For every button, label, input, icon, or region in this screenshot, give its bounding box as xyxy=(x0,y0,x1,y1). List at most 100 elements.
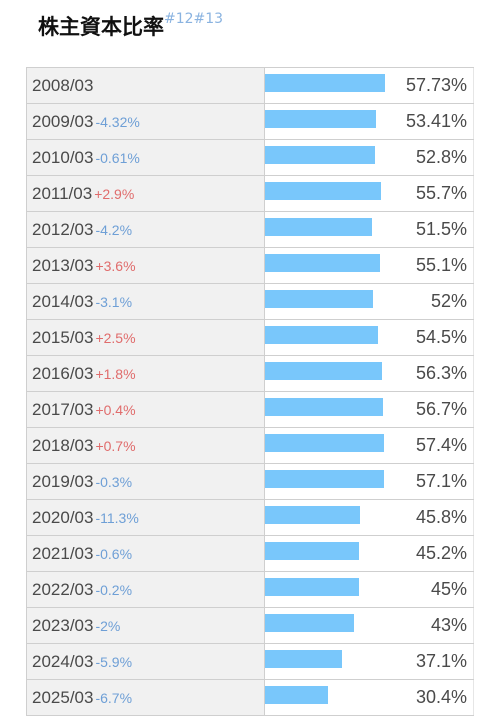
table-row: 2015/03 +2.5% 54.5% xyxy=(27,320,474,356)
ratio-bar xyxy=(265,290,373,308)
fiscal-year: 2012/03 xyxy=(32,219,94,239)
ratio-value: 55.7% xyxy=(415,183,467,203)
ratio-value: 30.4% xyxy=(415,687,467,707)
fiscal-year: 2010/03 xyxy=(32,147,94,167)
year-cell: 2025/03 -6.7% xyxy=(27,680,265,715)
table-row: 2014/03 -3.1% 52% xyxy=(27,284,474,320)
year-cell: 2015/03 +2.5% xyxy=(27,320,265,355)
value-cell: 45.2% xyxy=(265,536,474,571)
fiscal-year: 2018/03 xyxy=(32,435,94,455)
fiscal-year: 2016/03 xyxy=(32,363,94,383)
table-row: 2017/03 +0.4% 56.7% xyxy=(27,392,474,428)
ratio-value: 37.1% xyxy=(415,651,467,671)
ratio-bar xyxy=(265,434,384,452)
value-cell: 57.4% xyxy=(265,428,474,463)
yoy-change: -4.2% xyxy=(95,221,133,238)
table-row: 2018/03 +0.7% 57.4% xyxy=(27,428,474,464)
year-cell: 2012/03 -4.2% xyxy=(27,212,265,247)
fiscal-year: 2025/03 xyxy=(32,687,94,707)
value-cell: 56.3% xyxy=(265,356,474,391)
ratio-bar xyxy=(265,686,328,704)
ratio-bar xyxy=(265,362,382,380)
table-row: 2016/03 +1.8% 56.3% xyxy=(27,356,474,392)
table-row: 2011/03 +2.9% 55.7% xyxy=(27,176,474,212)
ratio-value: 52% xyxy=(430,291,467,311)
ratio-value: 55.1% xyxy=(415,255,467,275)
yoy-change: +3.6% xyxy=(95,257,136,274)
header: 株主資本比率 #12 #13 xyxy=(38,8,223,48)
fiscal-year: 2009/03 xyxy=(32,111,94,131)
yoy-change: +1.8% xyxy=(95,365,136,382)
ratio-value: 43% xyxy=(430,615,467,635)
fiscal-year: 2023/03 xyxy=(32,615,94,635)
fiscal-year: 2015/03 xyxy=(32,327,94,347)
yoy-change: -3.1% xyxy=(95,293,133,310)
ratio-bar xyxy=(265,578,359,596)
table-row: 2019/03 -0.3% 57.1% xyxy=(27,464,474,500)
ratio-value: 56.7% xyxy=(415,399,467,419)
page-title: 株主資本比率 xyxy=(38,15,164,39)
ratio-value: 45% xyxy=(430,579,467,599)
value-cell: 52.8% xyxy=(265,140,474,175)
fiscal-year: 2017/03 xyxy=(32,399,94,419)
year-cell: 2018/03 +0.7% xyxy=(27,428,265,463)
yoy-change: -5.9% xyxy=(95,653,133,670)
fiscal-year: 2022/03 xyxy=(32,579,94,599)
fiscal-year: 2011/03 xyxy=(32,183,93,203)
table-row: 2020/03 -11.3% 45.8% xyxy=(27,500,474,536)
ratio-value: 56.3% xyxy=(415,363,467,383)
fiscal-year: 2021/03 xyxy=(32,543,94,563)
footnote-link-13[interactable]: #13 xyxy=(193,11,224,27)
year-cell: 2011/03 +2.9% xyxy=(27,176,265,211)
value-cell: 55.1% xyxy=(265,248,474,283)
ratio-bar xyxy=(265,326,378,344)
ratio-bar xyxy=(265,650,342,668)
footnote-link-12[interactable]: #12 xyxy=(164,11,194,27)
ratio-bar xyxy=(265,218,372,236)
ratio-value: 45.8% xyxy=(415,507,467,527)
value-cell: 45.8% xyxy=(265,500,474,535)
year-cell: 2023/03 -2% xyxy=(27,608,265,643)
year-cell: 2008/03 xyxy=(27,68,265,103)
ratio-value: 57.1% xyxy=(415,471,467,491)
yoy-change: -11.3% xyxy=(95,509,139,526)
ratio-bar xyxy=(265,506,360,524)
year-cell: 2014/03 -3.1% xyxy=(27,284,265,319)
table-row: 2008/03 57.73% xyxy=(27,68,474,104)
ratio-bar xyxy=(265,398,383,416)
year-cell: 2019/03 -0.3% xyxy=(27,464,265,499)
value-cell: 57.1% xyxy=(265,464,474,499)
year-cell: 2024/03 -5.9% xyxy=(27,644,265,679)
yoy-change: +0.7% xyxy=(95,437,136,454)
ratio-value: 53.41% xyxy=(405,111,467,131)
value-cell: 52% xyxy=(265,284,474,319)
table-row: 2012/03 -4.2% 51.5% xyxy=(27,212,474,248)
yoy-change: -4.32% xyxy=(95,113,140,130)
fiscal-year: 2019/03 xyxy=(32,471,94,491)
table-row: 2024/03 -5.9% 37.1% xyxy=(27,644,474,680)
ratio-bar xyxy=(265,74,385,92)
year-cell: 2022/03 -0.2% xyxy=(27,572,265,607)
year-cell: 2010/03 -0.61% xyxy=(27,140,265,175)
table-row: 2023/03 -2% 43% xyxy=(27,608,474,644)
ratio-bar xyxy=(265,614,354,632)
value-cell: 56.7% xyxy=(265,392,474,427)
ratio-value: 51.5% xyxy=(415,219,467,239)
ratio-value: 57.4% xyxy=(415,435,467,455)
fiscal-year: 2024/03 xyxy=(32,651,94,671)
ratio-bar xyxy=(265,254,380,272)
ratio-bar xyxy=(265,110,376,128)
fiscal-year: 2008/03 xyxy=(32,75,94,95)
value-cell: 37.1% xyxy=(265,644,474,679)
value-cell: 43% xyxy=(265,608,474,643)
table-row: 2021/03 -0.6% 45.2% xyxy=(27,536,474,572)
yoy-change: +2.9% xyxy=(94,185,135,202)
year-cell: 2021/03 -0.6% xyxy=(27,536,265,571)
yoy-change: -6.7% xyxy=(95,689,133,706)
year-cell: 2020/03 -11.3% xyxy=(27,500,265,535)
ratio-bar xyxy=(265,146,375,164)
year-cell: 2013/03 +3.6% xyxy=(27,248,265,283)
ratio-value: 54.5% xyxy=(415,327,467,347)
ratio-value: 57.73% xyxy=(405,75,467,95)
table-row: 2022/03 -0.2% 45% xyxy=(27,572,474,608)
